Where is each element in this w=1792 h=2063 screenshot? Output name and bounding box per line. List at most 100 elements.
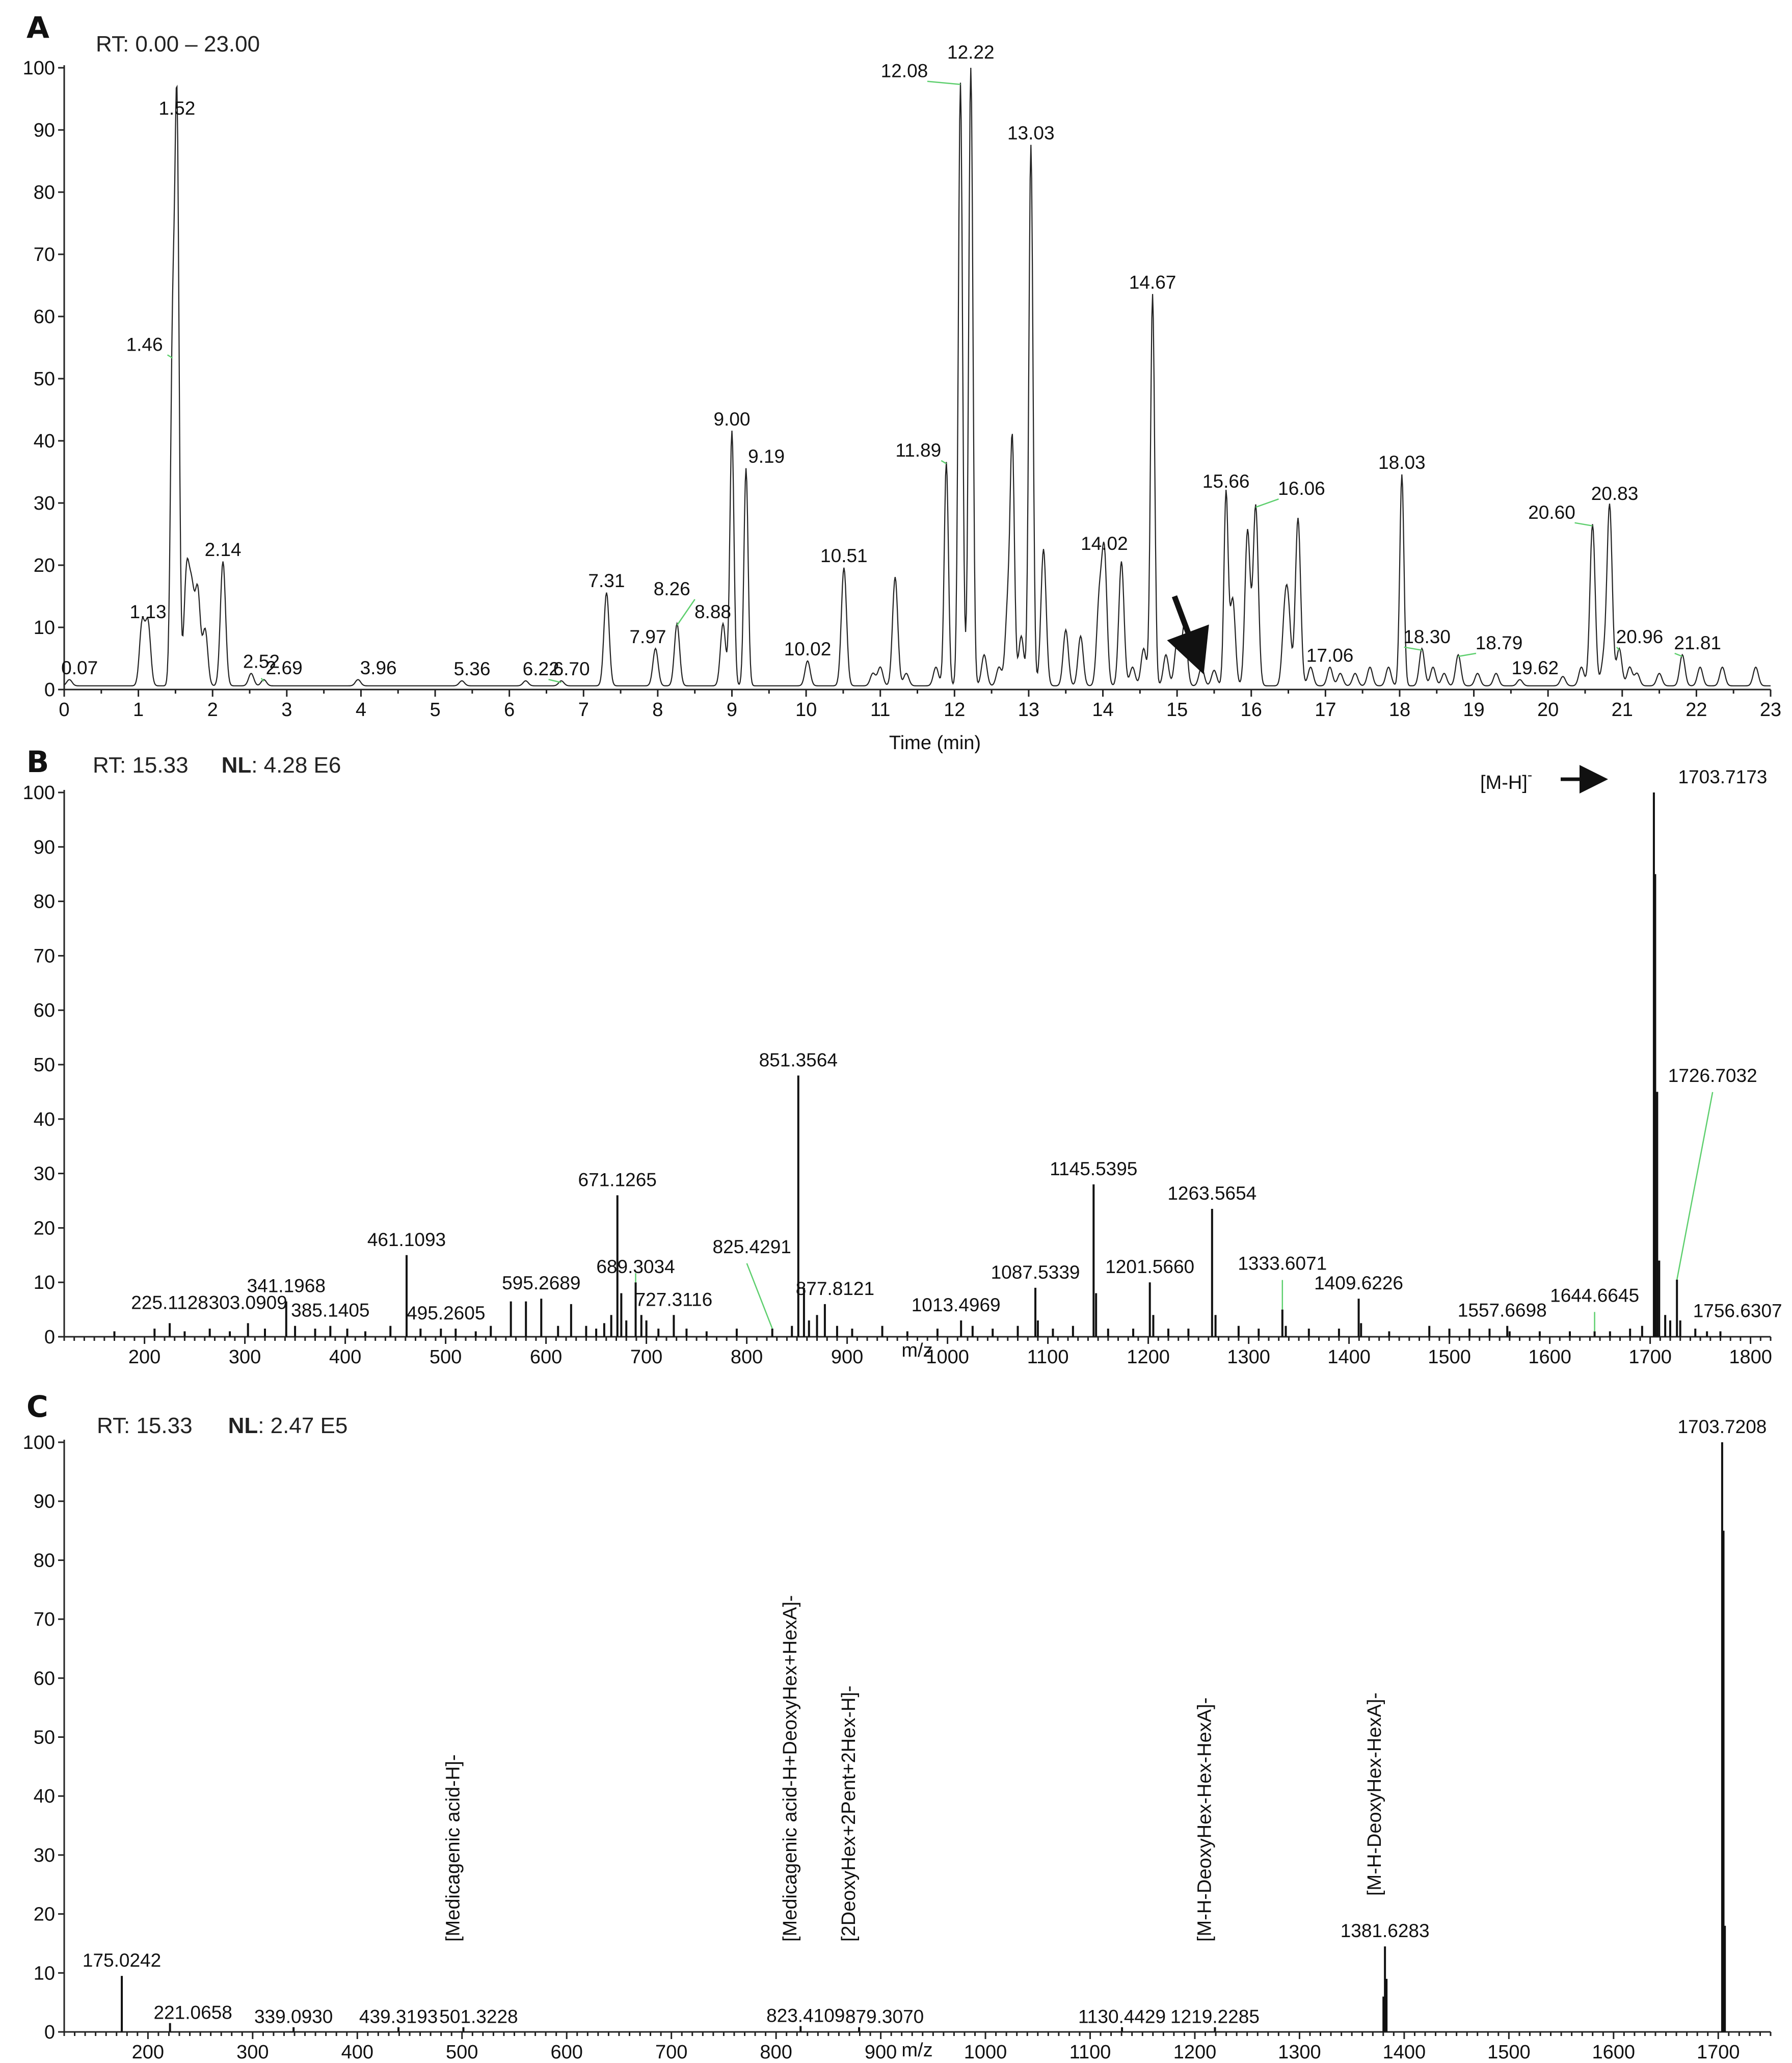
panel-c-xtick-label: 1600 [1592,2042,1636,2063]
panel-b-peak-label: 1726.7032 [1668,1065,1757,1086]
panel-b-letter: B [26,745,49,779]
panel-a-peak-leader [941,460,947,464]
panel-c-ytick-label: 50 [34,1727,55,1749]
panel-c-peak-label: 1130.4429 [1078,2006,1166,2027]
panel-a-xtick-label: 10 [795,699,817,721]
panel-c-xtick-label: 600 [551,2042,583,2063]
panel-b-ytick-label: 0 [44,1327,55,1348]
panel-b-nl-value: : 4.28 E6 [251,753,341,778]
panel-b-xtick-label: 1400 [1327,1346,1371,1368]
panel-a-xtick-label: 18 [1389,699,1410,721]
panel-a-peak-label: 0.07 [61,657,98,678]
panel-b-xtick-label: 1500 [1428,1346,1471,1368]
panel-a-peak-label: 11.89 [895,440,941,461]
panel-a-xtick-label: 21 [1612,699,1633,721]
panel-a-xtick-label: 8 [652,699,663,721]
panel-a-peak-label: 1.52 [158,98,195,119]
panel-b-xtick-label: 600 [530,1346,562,1368]
panel-a-arrow [1167,595,1209,675]
panel-a-xtick-label: 13 [1018,699,1039,721]
panel-b-xtick-label: 1700 [1628,1346,1672,1368]
panel-a-peak-label: 17.06 [1306,645,1354,666]
panel-a-letter: A [26,10,49,45]
panel-a-peak-leader [1616,646,1620,651]
panel-c-xtick-label: 1300 [1278,2042,1321,2063]
panel-b-plot: 0 10 20 30 40 50 60 70 80 90 100 200 300 400 500 600 700… [23,766,1782,1368]
panel-b-peak-label: 461.1093 [367,1229,446,1250]
panel-c-rt-label: RT: [97,1413,130,1438]
panel-a-xtick-label: 3 [281,699,292,721]
panel-c-ytick-label: 0 [44,2022,55,2043]
panel-b-xlabel: m/z [901,1340,932,1361]
panel-b-ytick-label: 20 [34,1218,55,1239]
panel-a-ytick-label: 80 [34,182,55,203]
panel-a-peak-label: 18.30 [1403,626,1451,647]
panel-a-xtick-label: 22 [1686,699,1707,721]
panel-b-xtick-label: 800 [731,1346,763,1368]
panel-a-peak-label: 10.51 [820,545,868,566]
panel-a-peak-label: 8.26 [654,578,690,599]
panel-c-ytick-label: 20 [34,1904,55,1925]
panel-c-peak-label: 1703.7208 [1677,1416,1767,1437]
panel-a-xtick-label: 9 [727,699,737,721]
panel-b-xtick-label: 1600 [1528,1346,1571,1368]
panel-a-ytick-label: 100 [23,58,55,79]
panel-b-peak-label: 595.2689 [502,1273,580,1293]
panel-b-peak-label: 1644.6645 [1550,1285,1639,1306]
panel-b: B RT: 15.33 NL: 4.28 E6 0 10 20 30 40 50 60 70 80… [23,745,1782,1368]
panel-b-peak-label: 303.0909 [209,1292,287,1313]
panel-b-ion-label: [M-H]- [1480,767,1532,794]
panel-c-ytick-label: 80 [34,1550,55,1571]
panel-c-xtick-label: 700 [655,2042,687,2063]
panel-b-header: RT: 15.33 NL: 4.28 E6 [93,753,341,778]
panel-a-peak-label: 8.88 [694,601,731,622]
panel-a-peak-label: 9.00 [713,409,750,430]
panel-a-peak-label: 5.36 [453,658,490,679]
panel-a-ytick-label: 0 [44,679,55,701]
panel-b-peak-label: 1557.6698 [1458,1300,1547,1321]
panel-b-peak-label: 1201.5660 [1105,1256,1194,1277]
panel-a-chromatogram-trace [64,67,1771,686]
panel-c-fragment-annotation: [Medicagenic acid-H+DeoxyHex+HexA]- [780,1595,801,1942]
panel-a-peak-leader [676,599,696,626]
panel-a-xtick-label: 5 [430,699,440,721]
panel-c-xtick-label: 300 [236,2042,269,2063]
panel-c: C RT: 15.33 NL: 2.47 E5 0 10 20 30 40 50 60 70 80… [23,1389,1772,2063]
panel-a-peak-label: 20.60 [1528,502,1575,523]
panel-b-ytick-label: 50 [34,1054,55,1076]
panel-b-ion-text: [M-H] [1480,772,1528,794]
panel-a-peak-label: 18.03 [1378,452,1426,473]
panel-a-peak-leader [1255,498,1279,508]
panel-a-ytick-label: 40 [34,431,55,452]
panel-a-xtick-label: 6 [504,699,515,721]
panel-b-ytick-label: 60 [34,1000,55,1021]
panel-a-peak-label: 2.69 [266,657,303,678]
panel-a-ytick-label: 70 [34,244,55,266]
panel-a-peak-label: 6.22 [523,658,559,679]
panel-a-peak-leader [1674,652,1683,657]
panel-b-xtick-label: 1200 [1127,1346,1170,1368]
panel-b-rt-value: 15.33 [132,753,188,778]
panel-a-peak-label: 12.08 [881,61,928,82]
panel-c-xtick-label: 200 [132,2042,164,2063]
panel-b-peak-label: 1703.7173 [1678,766,1767,787]
panel-a-xtick-label: 19 [1463,699,1484,721]
panel-a-ytick-label: 50 [34,368,55,390]
panel-a-xtick-label: 23 [1760,699,1781,721]
panel-a-peak-label: 6.70 [553,658,590,679]
panel-a-xlabel: Time (min) [889,732,981,754]
panel-c-plot: 0 10 20 30 40 50 60 70 80 90 100 200 300 400 500 600 700… [23,1416,1772,2063]
panel-c-nl-label: NL [228,1413,258,1438]
panel-a-peak-label: 7.97 [629,626,666,647]
panel-c-fragment-annotation: [2DeoxyHex+2Pent+2Hex-H]- [838,1685,860,1942]
panel-b-peak-label: 341.1968 [247,1276,326,1297]
panel-c-peak-label: 1219.2285 [1170,2006,1260,2027]
panel-b-ytick-label: 30 [34,1163,55,1185]
panel-b-ytick-label: 80 [34,891,55,913]
panel-a-xtick-label: 12 [944,699,965,721]
panel-a-peak-label: 16.06 [1278,478,1325,499]
panel-a-ytick-label: 10 [34,617,55,639]
panel-b-peak-leader [1676,1092,1714,1280]
panel-b-xtick-label: 1100 [1027,1346,1069,1368]
